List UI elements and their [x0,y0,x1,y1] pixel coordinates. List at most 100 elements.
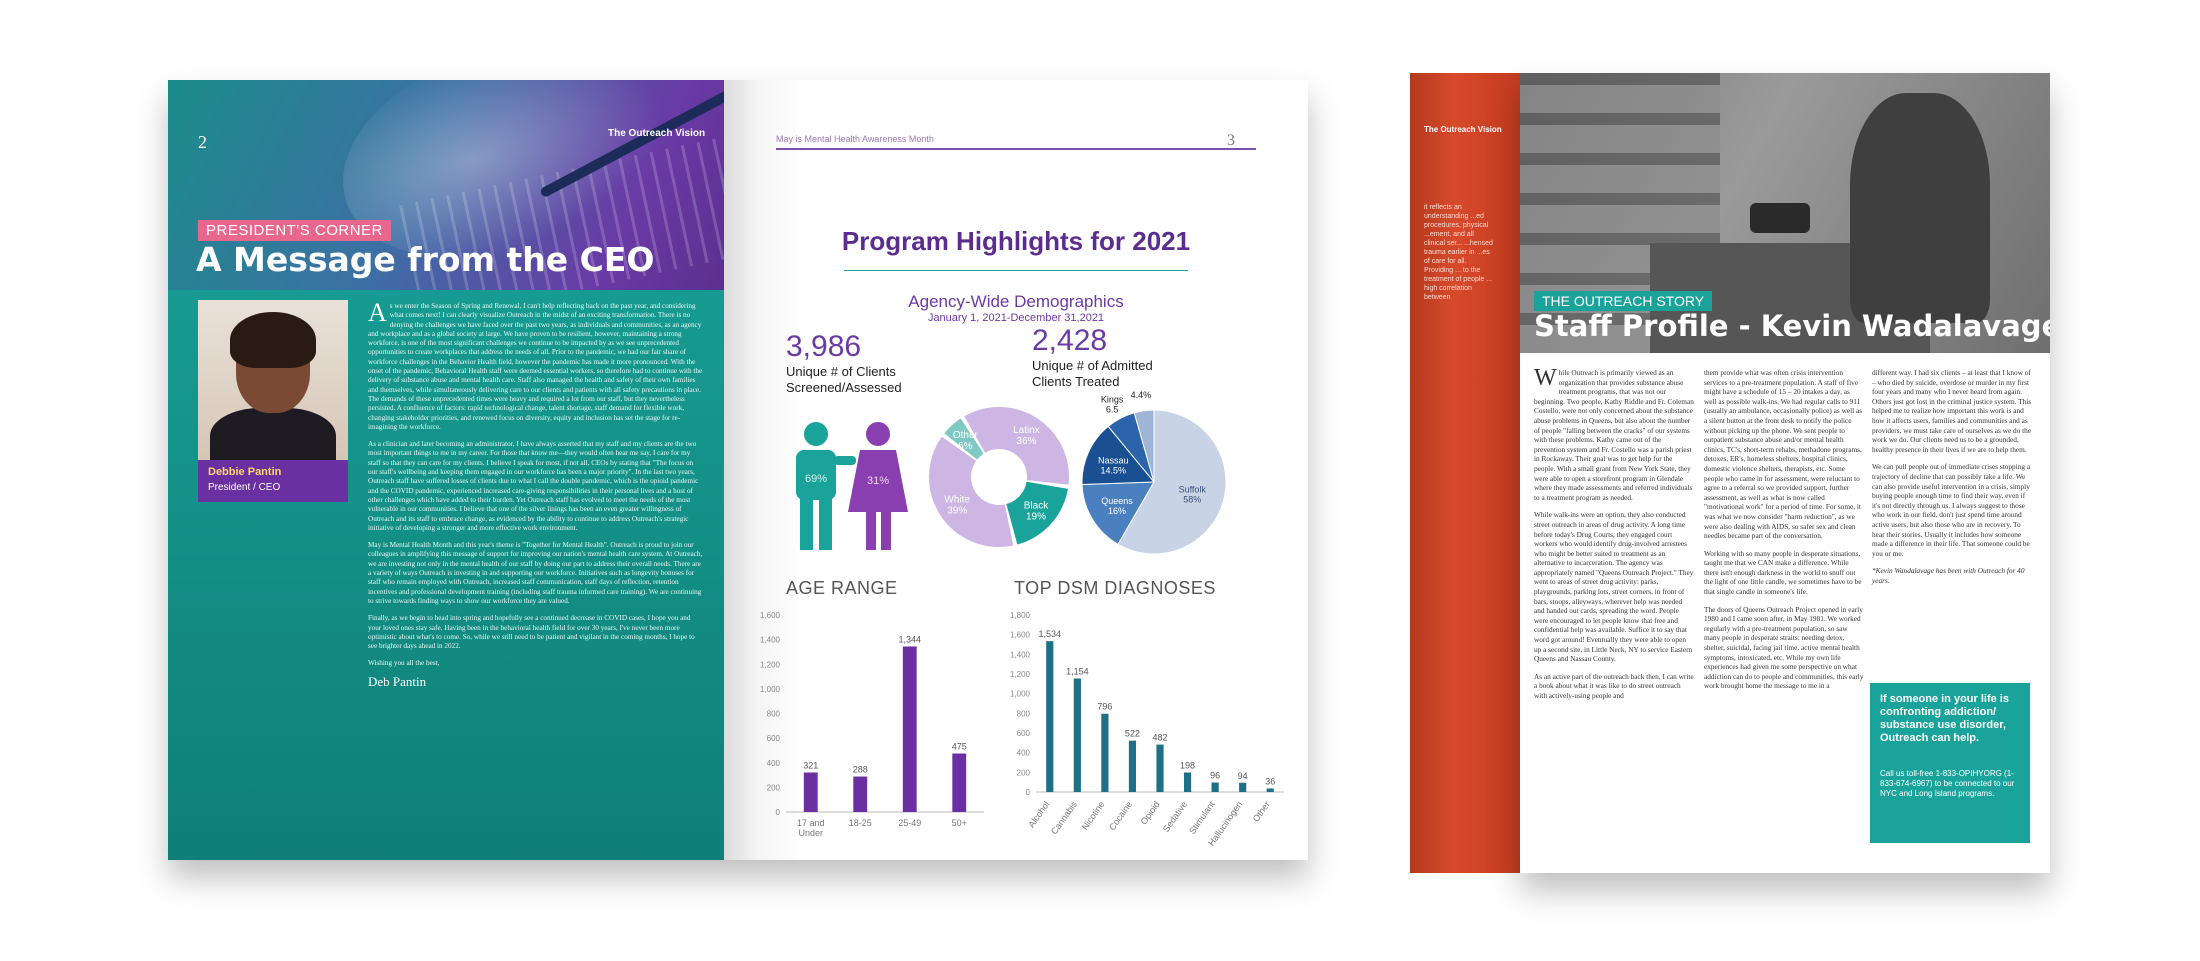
column-3-paragraph: different way. I had six clients – at le… [1872,368,2032,454]
race-slice-latinx [964,407,1069,485]
y-tick-label: 1,400 [1010,650,1031,659]
letter-paragraph-2: As a clinician and later becoming an adm… [368,440,699,532]
county-slice-label-line: 6.5 [1106,404,1119,414]
bar-50- [952,753,967,812]
category-label-line: Under [798,828,823,838]
stat-admitted-label-2: Clients Treated [1032,374,1120,389]
y-tick-label: 0 [776,808,781,817]
demographics-title: Agency-Wide Demographics [908,292,1124,311]
county-slice-queens [1081,481,1155,545]
stat-admitted: 2,428 Unique # of Admitted Clients Treat… [1032,324,1153,390]
bar-value-label: 36 [1265,776,1275,786]
y-tick-label: 400 [767,759,781,768]
callout-body: Call us toll-free 1-833-OPIHYORG (1-833-… [1880,769,2015,798]
profile-page: THE OUTREACH STORY Staff Profile - Kevin… [1520,73,2050,873]
y-tick-label: 800 [1017,709,1031,718]
race-slice-other [944,418,984,460]
y-tick-label: 800 [767,710,781,719]
stat-screened-label-2: Screened/Assessed [786,380,902,395]
dsm-chart-title: TOP DSM DIAGNOSES [1014,578,1216,598]
letter-paragraph-4: Finally, as we begin to head into spring… [368,614,695,651]
category-label: Nicotine [1080,799,1107,831]
column-2-paragraph: The doors of Queens Outreach Project ope… [1704,604,1864,691]
magazine-spine: The Outreach Vision it reflects an under… [1410,73,1520,873]
bar-25-49 [902,646,917,812]
race-slice-label: White 39% [944,494,970,516]
stat-screened-value: 3,986 [786,330,862,363]
bar-cannabis [1073,678,1081,792]
demographics-date: January 1, 2021-December 31,2021 [927,312,1105,324]
right-page: May is Mental Health Awareness Month 3 P… [724,80,1308,860]
bar-value-label: 321 [803,760,818,770]
county-slice-label: Kings 6.5 [1101,394,1124,414]
county-slice-label: Other4.4% [1130,390,1153,400]
category-label-line: 18-25 [849,818,872,828]
hero-image [168,80,724,290]
left-page: 2 The Outreach Vision PRESIDENT'S CORNER… [168,80,724,860]
profile-column-3: different way. I had six clients – at le… [1872,368,2032,593]
category-label: 50+ [952,818,967,828]
spine-text: it reflects an understanding ...ed proce… [1424,204,1493,301]
female-figure-icon [848,422,908,550]
staff-profile-magazine: The Outreach Vision it reflects an under… [1410,73,2050,873]
letter-paragraph-3: May is Mental Health Month and this year… [368,541,703,605]
photo-torso [210,408,336,460]
y-tick-label: 200 [1017,768,1031,777]
y-tick-label: 400 [1017,749,1031,758]
bar-value-label: 288 [853,765,868,775]
race-slice-label-line: 19% [1026,512,1046,523]
race-slice-label-line: Latinx [1013,425,1040,436]
county-slice-label: Nassau 14.5% [1098,456,1129,476]
gender-male-label: 69% [805,473,827,485]
photo-hair [230,312,316,368]
race-slice-black [1006,481,1068,545]
y-tick-label: 1,600 [760,611,781,620]
race-slice-label-line: White [944,494,970,505]
running-header: May is Mental Health Awareness Month [776,134,934,144]
page-number-right: 3 [1227,132,1235,149]
ceo-photo [198,300,348,460]
y-tick-label: 1,200 [760,660,781,669]
caption-role: President / CEO [208,482,281,493]
y-tick-label: 1,200 [1010,670,1031,679]
county-slice-other [1133,409,1155,483]
column-2-paragraph: them provide what was often crisis inter… [1704,368,1863,541]
race-slice-label-line: 39% [947,505,967,516]
y-tick-label: 1,400 [760,636,781,645]
race-slice-label-line: 36% [1016,436,1036,447]
bar-stimulant [1211,782,1219,792]
spine-brand: The Outreach Vision [1424,125,1502,134]
bar-value-label: 1,154 [1066,667,1089,677]
county-slice-label-line: 58% [1183,494,1201,504]
county-slice-label-line: Queens [1101,496,1133,506]
county-slice-label-line: Nassau [1098,456,1129,466]
male-figure-icon [796,422,856,550]
y-tick-label: 600 [767,734,781,743]
county-slice-label-line: Kings [1101,394,1124,404]
bar-value-label: 94 [1238,771,1248,781]
column-1-paragraph: As an active part of the outreach back t… [1534,671,1694,700]
drop-cap-w: W [1534,365,1557,391]
y-tick-label: 1,000 [1010,690,1031,699]
bar-value-label: 1,344 [898,635,921,645]
help-callout: If someone in your life is confronting a… [1870,683,2030,843]
bar-hallucinogen [1239,782,1247,792]
bar-nicotine [1101,713,1109,792]
category-label: Stimulant [1187,799,1217,836]
drop-cap: A [368,298,387,327]
brand-name: The Outreach Vision [608,128,706,139]
column-1-paragraph: While walk-ins were an option, they also… [1534,510,1694,664]
letter-closing: Wishing you all the best, [368,659,440,668]
gender-pictogram: 69% 31% [796,422,908,550]
bar-cocaine [1128,740,1137,792]
race-slice-label-line: Other [953,430,979,441]
y-tick-label: 600 [1017,729,1031,738]
bar-value-label: 522 [1125,729,1140,739]
author-note: *Kevin Wandalavage has been with Outreac… [1872,566,2025,585]
section-kicker: PRESIDENT'S CORNER [198,220,391,241]
signature: Deb Pantin [368,673,427,689]
